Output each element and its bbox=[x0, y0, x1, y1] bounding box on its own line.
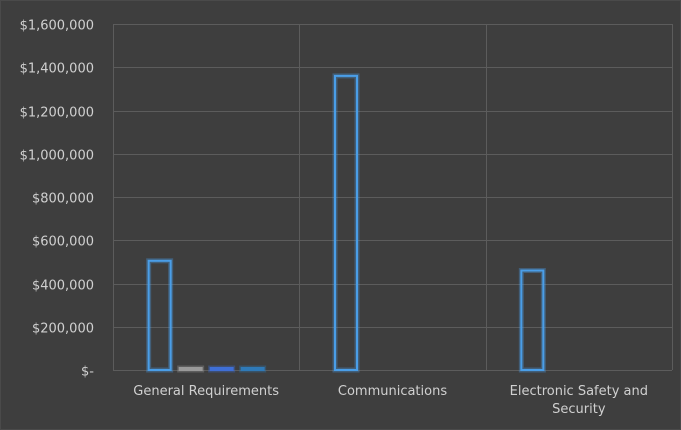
bars-layer bbox=[146, 73, 546, 373]
x-tick-label: Communications bbox=[338, 384, 447, 399]
bar bbox=[209, 367, 234, 371]
y-tick-label: $400,000 bbox=[32, 279, 94, 294]
y-tick-label: $200,000 bbox=[32, 322, 94, 337]
y-tick-label: $600,000 bbox=[32, 235, 94, 250]
y-tick-label: $1,000,000 bbox=[20, 149, 94, 164]
x-axis: General Requirements Communications Electr… bbox=[133, 384, 648, 417]
y-tick-label: $1,400,000 bbox=[20, 62, 94, 77]
grid-layer bbox=[113, 24, 673, 371]
y-tick-label: $1,200,000 bbox=[20, 106, 94, 121]
bar-glow bbox=[518, 268, 546, 373]
x-tick-label: General Requirements bbox=[133, 384, 279, 399]
x-tick-label: Security bbox=[552, 402, 606, 417]
y-tick-label: $- bbox=[81, 365, 94, 380]
y-axis: $- $200,000 $400,000 $600,000 $800,000 $1,000… bbox=[20, 19, 95, 380]
bar-glow bbox=[332, 73, 360, 373]
y-tick-label: $1,600,000 bbox=[20, 19, 94, 34]
bar bbox=[334, 74, 358, 372]
bar bbox=[240, 367, 265, 371]
y-tick-label: $800,000 bbox=[32, 192, 94, 207]
x-tick-label: Electronic Safety and bbox=[510, 384, 648, 399]
bar bbox=[520, 269, 545, 371]
bar-glow bbox=[146, 258, 174, 373]
bar bbox=[147, 259, 172, 372]
bar bbox=[178, 367, 203, 371]
